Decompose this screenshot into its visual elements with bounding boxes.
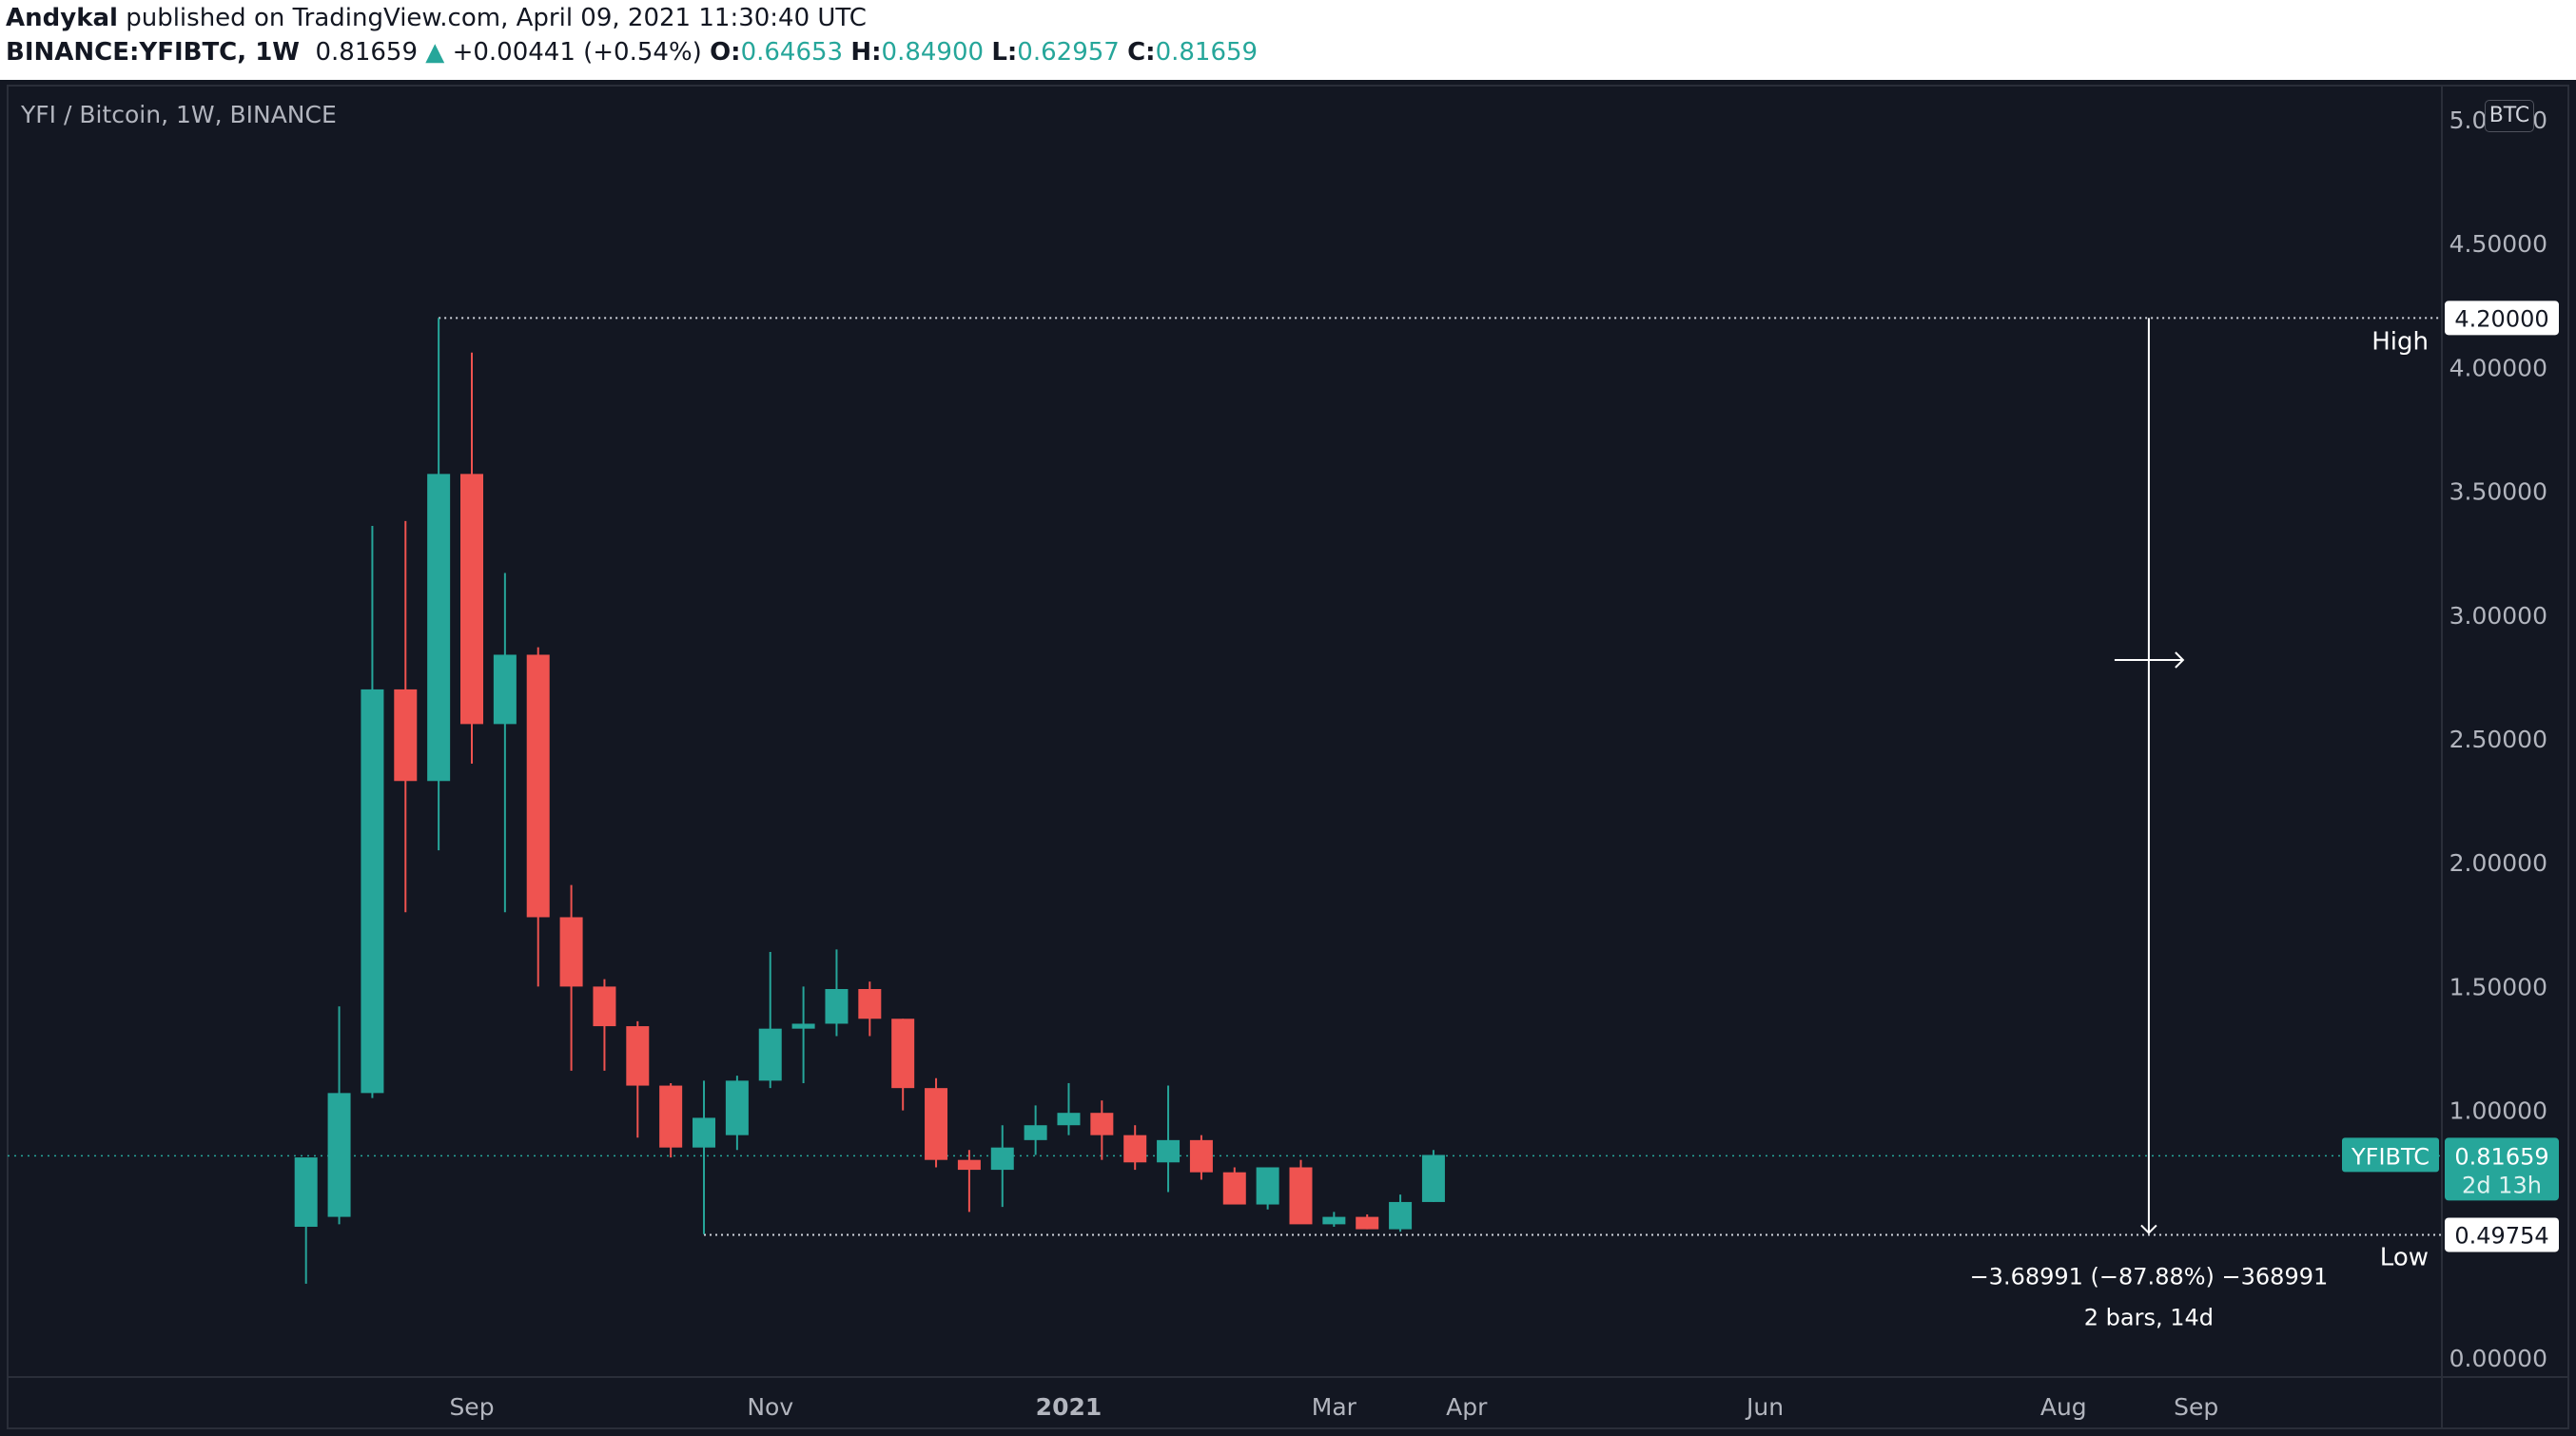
candle-body [427,474,451,782]
measure-bars-label: 2 bars, 14d [2084,1304,2214,1330]
candle-body [957,1159,981,1171]
y-tick-label: 3.50000 [2449,478,2547,506]
candle-body [858,989,882,1019]
candle-body [1057,1113,1081,1126]
y-tick-label: 2.00000 [2449,849,2547,877]
symbol-label: BINANCE:YFIBTC, 1W [6,38,300,67]
x-tick-label: Aug [2040,1393,2087,1421]
candle-body [626,1026,650,1086]
low-value: 0.62957 [1017,38,1120,67]
current-price-value: 0.81659 [2454,1143,2548,1170]
measure-right-arrow-icon [2175,651,2185,669]
x-tick-label: Apr [1446,1393,1488,1421]
candle-body [327,1093,351,1217]
close-label: C: [1127,38,1156,67]
candle-body [990,1147,1014,1171]
open-label: O: [710,38,741,67]
candle-body [361,689,384,1094]
ohlc-line: BINANCE:YFIBTC, 1W 0.81659 ▲ +0.00441 (+… [6,38,1258,67]
author-name[interactable]: Andykal [6,4,118,32]
x-tick-label: 2021 [1036,1393,1103,1421]
candle-body [725,1080,749,1135]
y-tick-label: 4.00000 [2449,354,2547,381]
candle-body [1356,1216,1379,1230]
high-value: 0.84900 [881,38,985,67]
low-label: L: [991,38,1018,67]
candle-body [1389,1201,1413,1230]
x-tick-label: Sep [449,1393,494,1421]
x-tick-label: Sep [2174,1393,2218,1421]
high-price-badge-text: 4.20000 [2454,305,2548,332]
symbol-tag-text: YFIBTC [2351,1143,2430,1170]
high-price-badge [2445,301,2559,336]
candle-body [1322,1216,1346,1225]
y-tick-label: 4.50000 [2449,230,2547,258]
open-value: 0.64653 [740,38,844,67]
candle-body [659,1085,683,1148]
close-value: 0.81659 [1155,38,1259,67]
countdown-label: 2d 13h [2462,1172,2542,1198]
currency-badge[interactable]: BTC [2485,100,2534,132]
candle-body [1123,1135,1147,1163]
x-tick-label: Jun [1745,1393,1784,1421]
plot-border [7,85,2569,1429]
high-line-label: High [2371,327,2429,356]
candle-body [1090,1113,1114,1135]
candle-body [526,654,550,918]
publish-header: Andykal published on TradingView.com, Ap… [0,0,2576,80]
candle-body [1222,1172,1246,1205]
y-tick-label: 1.50000 [2449,973,2547,1000]
y-tick-label: 2.50000 [2449,726,2547,753]
change-arrow-icon: ▲ [425,38,445,67]
x-tick-label: Mar [1312,1393,1357,1421]
candle-body [460,474,483,725]
low-price-badge-text: 0.49754 [2454,1222,2548,1249]
x-tick-label: Nov [747,1393,793,1421]
measure-down-arrow-icon [2140,1224,2157,1234]
y-tick-label: 3.00000 [2449,602,2547,630]
candle-body [693,1117,716,1148]
candle-body [758,1028,782,1081]
candle-body [825,989,849,1024]
candle-body [294,1157,318,1227]
measure-change-label: −3.68991 (−87.88%) −368991 [1970,1263,2329,1290]
candle-body [1289,1167,1313,1225]
candle-body [791,1023,815,1029]
plot-title: YFI / Bitcoin, 1W, BINANCE [21,101,337,128]
high-label: H: [850,38,882,67]
y-tick-label: 0.00000 [2449,1345,2547,1372]
candle-body [1157,1139,1181,1163]
candle-body [891,1019,915,1089]
candle-body [1189,1139,1213,1173]
y-tick-label: 1.00000 [2449,1097,2547,1125]
published-text: published on TradingView.com, April 09, … [126,4,867,32]
last-price: 0.81659 [315,38,419,67]
symbol-tag [2342,1137,2439,1173]
candle-body [493,654,517,725]
low-price-badge [2445,1217,2559,1252]
current-price-badge [2445,1137,2559,1201]
low-line-label: Low [2380,1243,2429,1271]
price-change: +0.00441 (+0.54%) [452,38,702,67]
candle-body [1024,1125,1047,1140]
candle-body [559,917,583,987]
candle-body [925,1088,948,1160]
candle-body [593,986,616,1027]
candle-body [394,689,418,782]
candle-body [1421,1155,1445,1202]
candle-body [1256,1167,1279,1205]
publish-line: Andykal published on TradingView.com, Ap… [6,4,867,32]
